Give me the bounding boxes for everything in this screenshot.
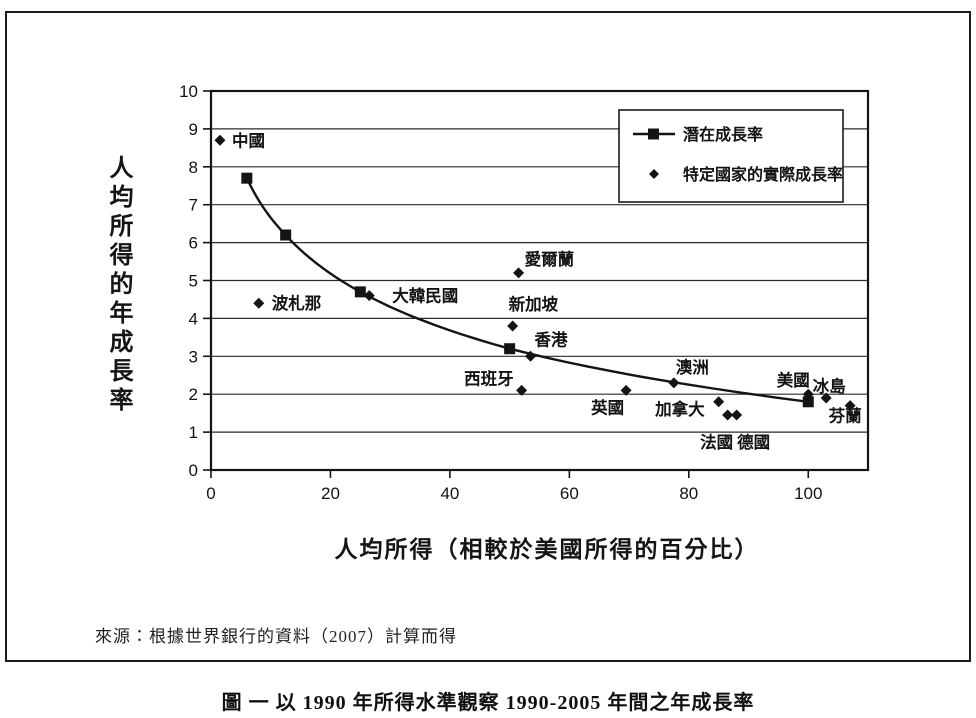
y-tick-label: 9 — [189, 120, 198, 139]
country-point-france — [722, 409, 734, 421]
y-tick-label: 7 — [189, 196, 198, 215]
x-axis-title: 人均所得（相較於美國所得的百分比） — [334, 536, 760, 562]
country-point-usa — [802, 388, 814, 400]
source-note: 來源：根據世界銀行的資料（2007）計算而得 — [95, 627, 457, 646]
country-point-finland — [844, 400, 856, 412]
country-label-ireland: 愛爾蘭 — [525, 249, 575, 269]
y-tick-label: 4 — [189, 309, 198, 328]
country-label-iceland: 冰島 — [813, 376, 846, 396]
figure-caption: 圖 一 以 1990 年所得水準觀察 1990-2005 年間之年成長率 — [221, 692, 755, 714]
y-tick-label: 3 — [189, 347, 198, 366]
country-label-spain: 西班牙 — [464, 369, 514, 388]
legend-diamond-marker — [649, 169, 659, 179]
y-tick-label: 8 — [189, 158, 198, 177]
x-tick-label: 100 — [794, 484, 822, 503]
country-label-usa: 美國 — [777, 370, 810, 390]
country-point-australia — [668, 377, 680, 389]
x-tick-label: 40 — [440, 484, 459, 503]
y-tick-label: 2 — [189, 385, 198, 404]
country-label-france: 法國 — [700, 432, 733, 452]
potential-growth-marker — [504, 343, 516, 355]
country-point-hong-kong — [525, 350, 537, 362]
country-label-finland: 芬蘭 — [828, 406, 862, 426]
country-point-singapore — [507, 320, 519, 332]
country-point-botswana — [253, 297, 265, 309]
country-label-australia: 澳洲 — [676, 357, 709, 377]
y-tick-label: 6 — [189, 234, 198, 253]
x-tick-label: 0 — [206, 484, 215, 503]
country-label-germany: 德國 — [737, 432, 770, 452]
figure-panel: 人均所得的年成長率 0 1 2 3 4 5 6 7 8 9 10 0 20 40 60 80 100 中國 波札那大… — [5, 11, 971, 662]
x-tick-label: 20 — [321, 484, 340, 503]
y-tick-label: 1 — [189, 423, 198, 442]
country-point-canada — [713, 396, 725, 408]
country-label-singapore: 新加坡 — [509, 294, 559, 314]
legend-label-actual: 特定國家的實際成長率 — [683, 165, 843, 184]
country-point-ireland — [513, 267, 525, 279]
y-tick-label: 0 — [189, 461, 198, 480]
legend-label-potential: 潛在成長率 — [683, 125, 763, 144]
legend-box — [618, 109, 844, 203]
country-point-iceland — [820, 392, 832, 404]
country-label-uk: 英國 — [591, 397, 624, 417]
country-label-botswana: 波札那 — [272, 293, 322, 313]
country-label-canada: 加拿大 — [654, 399, 705, 419]
y-tick-label: 5 — [189, 272, 198, 291]
country-label-china: 中國 — [232, 130, 265, 150]
legend-square-marker — [648, 128, 659, 140]
country-point-spain — [516, 384, 528, 396]
x-tick-label: 80 — [679, 484, 698, 503]
y-tick-label: 10 — [179, 82, 198, 101]
country-label-hong-kong: 香港 — [535, 329, 569, 349]
country-point-germany — [731, 409, 743, 421]
potential-growth-curve — [245, 177, 809, 403]
country-point-south-korea — [363, 290, 375, 302]
country-point-china — [214, 134, 226, 146]
potential-growth-marker — [280, 229, 292, 241]
potential-growth-marker — [354, 286, 366, 298]
plot-border — [209, 89, 870, 472]
potential-growth-marker — [241, 172, 253, 184]
country-label-south-korea: 大韓民國 — [392, 286, 458, 306]
potential-growth-marker — [802, 396, 814, 408]
x-tick-label: 60 — [560, 484, 579, 503]
y-axis-title: 人均所得的年成長率 — [105, 155, 132, 416]
country-point-uk — [620, 384, 632, 396]
